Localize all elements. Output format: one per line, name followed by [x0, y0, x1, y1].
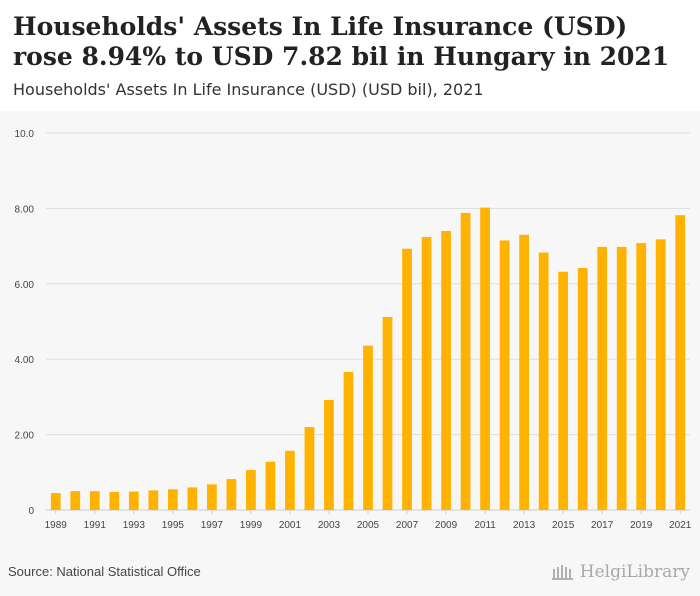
x-tick-label: 1993: [123, 520, 146, 531]
bar: [304, 427, 315, 510]
bar: [285, 450, 295, 510]
bar: [70, 491, 81, 510]
bar: [460, 212, 471, 510]
x-tick-label: 2015: [552, 520, 575, 531]
y-tick-label: 2.00: [15, 431, 35, 442]
chart-subtitle: Households' Assets In Life Insurance (US…: [13, 80, 484, 99]
bar: [207, 484, 217, 510]
bar: [324, 399, 334, 510]
x-tick-label: 2005: [357, 520, 380, 531]
bar: [655, 239, 666, 510]
bar: [148, 490, 159, 510]
y-tick-label: 6.00: [15, 280, 35, 291]
bar: [382, 316, 393, 510]
x-tick-label: 2009: [435, 520, 458, 531]
bar: [343, 372, 354, 510]
bar: [226, 479, 237, 510]
bar: [538, 252, 549, 510]
source-note: Source: National Statistical Office: [8, 564, 201, 579]
y-tick-label: 8.00: [15, 204, 35, 215]
x-tick-label: 1989: [45, 520, 68, 531]
x-tick-label: 2013: [513, 520, 536, 531]
helgilibrary-logo: HelgiLibrary: [551, 562, 690, 582]
bar: [167, 489, 178, 510]
bar: [265, 461, 276, 510]
library-building-icon: [551, 565, 573, 580]
bar: [675, 215, 686, 510]
chart-header: Households' Assets In Life Insurance (US…: [0, 0, 700, 111]
bar: [402, 248, 412, 510]
bar: [128, 491, 139, 510]
bar: [636, 243, 647, 511]
bar: [89, 491, 100, 510]
bar: [577, 267, 588, 510]
bar: [441, 231, 451, 510]
bar: [616, 246, 627, 510]
x-tick-label: 2021: [669, 520, 692, 531]
x-tick-label: 2001: [279, 520, 302, 531]
logo-text: HelgiLibrary: [579, 562, 690, 582]
bar: [499, 240, 510, 510]
bar: [558, 271, 569, 510]
bar: [109, 491, 120, 510]
y-tick-label: 10.0: [15, 129, 35, 140]
x-tick-label: 2003: [318, 520, 341, 531]
x-tick-label: 2011: [474, 520, 496, 531]
y-tick-label: 0: [28, 506, 34, 517]
chart-title: Households' Assets In Life Insurance (US…: [13, 12, 670, 71]
x-tick-label: 2019: [630, 520, 653, 531]
x-tick-label: 2007: [396, 520, 419, 531]
bar: [187, 487, 198, 510]
bar: [480, 207, 490, 510]
bar: [597, 246, 608, 510]
x-tick-label: 1999: [240, 520, 263, 531]
x-tick-label: 2017: [591, 520, 614, 531]
bar: [50, 493, 61, 510]
bar: [363, 345, 373, 510]
bar: [421, 237, 432, 510]
x-tick-label: 1991: [84, 520, 107, 531]
y-tick-label: 4.00: [15, 355, 35, 366]
bar: [246, 470, 256, 510]
bar: [519, 234, 529, 511]
x-tick-label: 1995: [162, 520, 185, 531]
x-tick-label: 1997: [201, 520, 224, 531]
